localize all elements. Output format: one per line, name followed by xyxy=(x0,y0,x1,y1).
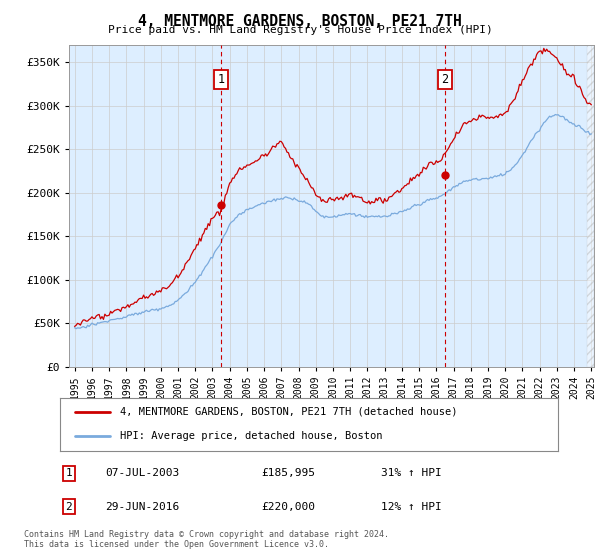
Text: Contains HM Land Registry data © Crown copyright and database right 2024.: Contains HM Land Registry data © Crown c… xyxy=(24,530,389,539)
Text: 12% ↑ HPI: 12% ↑ HPI xyxy=(381,502,442,512)
Text: 1: 1 xyxy=(218,73,225,86)
Text: £185,995: £185,995 xyxy=(261,468,315,478)
Text: 07-JUL-2003: 07-JUL-2003 xyxy=(105,468,179,478)
Text: 4, MENTMORE GARDENS, BOSTON, PE21 7TH: 4, MENTMORE GARDENS, BOSTON, PE21 7TH xyxy=(138,14,462,29)
Text: 1: 1 xyxy=(65,468,73,478)
Text: 29-JUN-2016: 29-JUN-2016 xyxy=(105,502,179,512)
Text: 2: 2 xyxy=(441,73,448,86)
Bar xyxy=(587,45,594,367)
Text: £220,000: £220,000 xyxy=(261,502,315,512)
Text: 4, MENTMORE GARDENS, BOSTON, PE21 7TH (detached house): 4, MENTMORE GARDENS, BOSTON, PE21 7TH (d… xyxy=(120,407,457,417)
Text: 2: 2 xyxy=(65,502,73,512)
Text: This data is licensed under the Open Government Licence v3.0.: This data is licensed under the Open Gov… xyxy=(24,540,329,549)
Text: 31% ↑ HPI: 31% ↑ HPI xyxy=(381,468,442,478)
Text: HPI: Average price, detached house, Boston: HPI: Average price, detached house, Bost… xyxy=(120,431,382,441)
Text: Price paid vs. HM Land Registry's House Price Index (HPI): Price paid vs. HM Land Registry's House … xyxy=(107,25,493,35)
